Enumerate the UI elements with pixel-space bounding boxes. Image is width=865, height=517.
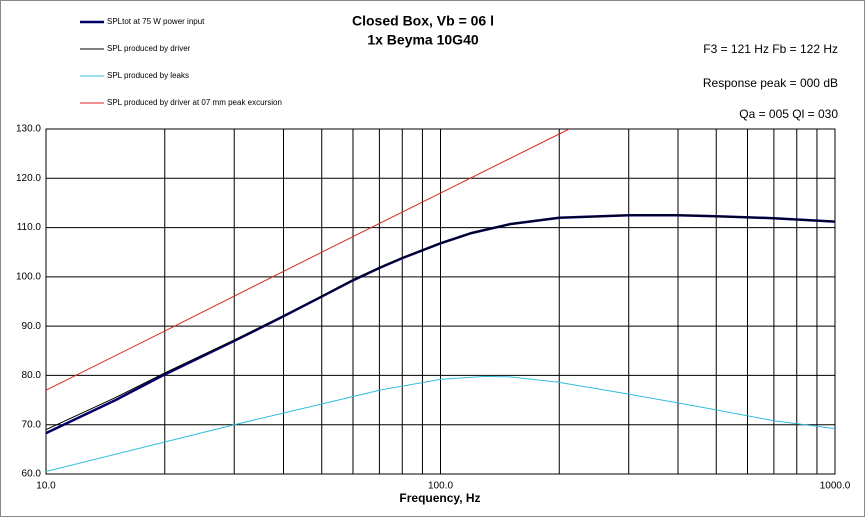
y-tick-label: 60.0: [22, 469, 42, 480]
chart-subtitle: 1x Beyma 10G40: [367, 32, 479, 48]
y-tick-label: 120.0: [16, 173, 41, 184]
annotation: F3 = 121 Hz Fb = 122 Hz: [703, 42, 838, 56]
y-tick-label: 80.0: [22, 370, 42, 381]
legend-label: SPLtot at 75 W power input: [107, 17, 205, 26]
series-line: [46, 375, 835, 473]
y-tick-label: 70.0: [22, 419, 42, 430]
legend-label: SPL produced by driver: [107, 44, 191, 53]
y-tick-label: 110.0: [17, 222, 42, 233]
x-tick-label: 10.0: [36, 481, 56, 492]
y-tick-label: 130.0: [16, 124, 41, 135]
y-tick-label: 90.0: [22, 321, 42, 332]
x-axis-label: Frequency, Hz: [399, 491, 480, 505]
x-tick-label: 100.0: [428, 481, 453, 492]
series-line: [46, 129, 570, 391]
legend-label: SPL produced by leaks: [107, 71, 189, 80]
y-tick-label: 100.0: [16, 271, 41, 282]
series-line: [46, 214, 835, 431]
chart-title: Closed Box, Vb = 06 l: [352, 13, 494, 29]
annotation: Qa = 005 Ql = 030: [739, 107, 838, 121]
annotation: Response peak = 000 dB: [703, 76, 838, 90]
x-tick-label: 1000.0: [820, 481, 851, 492]
legend-label: SPL produced by driver at 07 mm peak exc…: [107, 98, 282, 107]
